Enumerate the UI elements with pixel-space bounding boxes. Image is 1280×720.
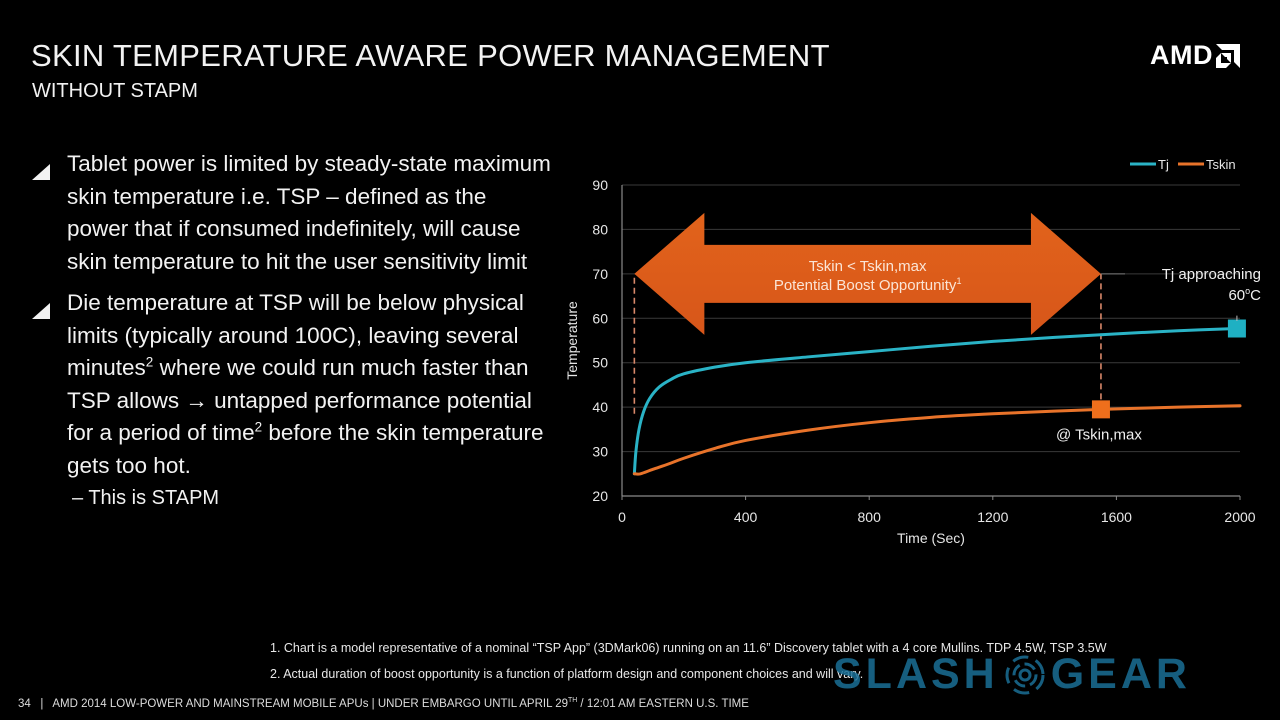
- bullet-text: Die temperature at TSP will be below phy…: [67, 290, 544, 478]
- x-tick-label: 1600: [1101, 509, 1132, 525]
- arrow-label-line2: Potential Boost Opportunity1: [774, 276, 962, 294]
- watermark-right: GEAR: [1050, 650, 1191, 698]
- amd-arrow-icon: [1216, 43, 1240, 68]
- y-axis-label: Temperature: [564, 301, 580, 380]
- footnote-1: 1. Chart is a model representative of a …: [270, 641, 1107, 655]
- slide-footer: 34 | AMD 2014 LOW-POWER AND MAINSTREAM M…: [18, 697, 749, 710]
- bullet-item: Die temperature at TSP will be below phy…: [32, 287, 552, 482]
- grid-lines: [622, 184, 1240, 453]
- marker-tj: [1227, 319, 1246, 338]
- slashgear-watermark: SLASH GEAR: [833, 650, 1191, 699]
- legend-label-tj: Tj: [1158, 157, 1169, 172]
- bullet-item: Tablet power is limited by steady-state …: [32, 148, 552, 278]
- tj-annotation-value: 60oC: [1228, 286, 1261, 304]
- series-line-tskin: [632, 404, 1242, 476]
- x-tick-label: 2000: [1224, 509, 1255, 525]
- y-tick-label: 90: [592, 177, 608, 193]
- x-axis-label: Time (Sec): [897, 530, 965, 546]
- tj-annotation: Tj approaching: [1162, 266, 1261, 283]
- y-tick-label: 20: [592, 488, 608, 504]
- x-tick-label: 1200: [977, 509, 1008, 525]
- footer-text: AMD 2014 LOW-POWER AND MAINSTREAM MOBILE…: [52, 698, 569, 710]
- y-tick-label: 50: [592, 355, 608, 371]
- x-tick-label: 0: [618, 509, 626, 525]
- series-line-tj: [632, 327, 1239, 476]
- triangle-bullet-icon: [32, 148, 67, 278]
- watermark-left: SLASH: [833, 650, 999, 698]
- footnote-2: 2. Actual duration of boost opportunity …: [270, 667, 864, 681]
- triangle-bullet-icon: [32, 287, 67, 482]
- legend-label-tskin: Tskin: [1206, 157, 1236, 172]
- labels: Tj approaching 60oC @ Tskin,max: [1056, 266, 1261, 444]
- amd-logo: AMD: [1150, 40, 1241, 71]
- slashgear-radar-icon: [1005, 655, 1045, 694]
- slide-subtitle: WITHOUT STAPM: [32, 80, 198, 102]
- series-lines: [632, 327, 1242, 476]
- x-tick-label: 400: [734, 509, 758, 525]
- axes: 20 30 40 50 60 70 80 90 0 400 800 1200 1600 2000 Time …: [564, 177, 1256, 546]
- arrow-label-line1: Tskin < Tskin,max: [809, 258, 927, 275]
- y-tick-label: 30: [592, 444, 608, 460]
- slide-title: SKIN TEMPERATURE AWARE POWER MANAGEMENT: [31, 38, 830, 73]
- marker-tskin: [1091, 400, 1110, 419]
- logo-text: AMD: [1150, 40, 1213, 70]
- y-tick-label: 60: [592, 310, 608, 326]
- x-tick-label: 800: [858, 509, 882, 525]
- y-tick-label: 40: [592, 399, 608, 415]
- page-number: 34: [18, 698, 31, 710]
- reference-lines: [633, 273, 1102, 414]
- tskin-annotation: @ Tskin,max: [1056, 426, 1142, 443]
- y-tick-label: 80: [592, 221, 608, 237]
- bullet-text: Tablet power is limited by steady-state …: [67, 151, 551, 274]
- markers: [1091, 319, 1246, 419]
- bullet-list: Tablet power is limited by steady-state …: [32, 148, 552, 511]
- double-arrow-shape: [634, 212, 1101, 335]
- y-tick-label: 70: [592, 266, 608, 282]
- sub-bullet: – This is STAPM: [72, 487, 220, 509]
- legend: Tj Tskin: [1130, 157, 1236, 172]
- temperature-chart: 20 30 40 50 60 70 80 90 0 400 800 1200 1600 2000 Time …: [564, 157, 1261, 546]
